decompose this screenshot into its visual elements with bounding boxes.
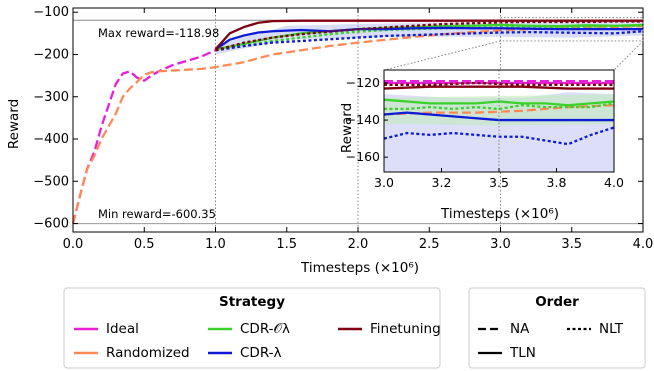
order-legend-box bbox=[468, 287, 646, 369]
main-axes: −100 −200 −300 −400 −500 −600 0.0 0.5 1.0 1.5 2.0 2… bbox=[33, 5, 653, 252]
series-line bbox=[215, 30, 644, 52]
y-tick-label: −300 bbox=[33, 90, 69, 105]
legend-label: CDR-𝒪λ bbox=[240, 321, 290, 337]
inset-series-line bbox=[383, 85, 614, 90]
x-tick-label: 2.5 bbox=[419, 237, 440, 252]
inset-x-axis-label: Timesteps (×10⁶) bbox=[440, 206, 559, 222]
connector-line bbox=[613, 40, 644, 71]
series-line bbox=[71, 49, 216, 224]
legend-label: TLN bbox=[509, 345, 536, 361]
y-tick-label: −400 bbox=[33, 132, 69, 147]
inset-y-tick-label: −140 bbox=[346, 112, 380, 127]
y-tick-label: −200 bbox=[33, 47, 69, 62]
x-tick-label: 0.0 bbox=[63, 237, 84, 252]
strategy-legend-title: Strategy bbox=[219, 294, 285, 310]
min-reward-annotation: Min reward=-600.35 bbox=[98, 207, 216, 221]
strategy-legend-box bbox=[63, 287, 441, 369]
y-tick-label: −600 bbox=[33, 217, 69, 232]
y-tick-label: −500 bbox=[33, 174, 69, 189]
y-axis-label: Reward bbox=[6, 99, 22, 149]
legend-label: NLT bbox=[599, 321, 624, 337]
y-tick-label: −100 bbox=[33, 5, 69, 20]
x-tick-label: 1.5 bbox=[276, 237, 297, 252]
inset-x-tick-label: 3.8 bbox=[547, 175, 567, 190]
inset-y-tick-label: −120 bbox=[346, 75, 380, 90]
inset-x-tick-label: 4.0 bbox=[604, 175, 624, 190]
order-legend-title: Order bbox=[535, 294, 579, 310]
inset-x-tick-label: 3.2 bbox=[432, 175, 452, 190]
x-tick-label: 0.5 bbox=[134, 237, 155, 252]
x-tick-label: 3.5 bbox=[561, 237, 582, 252]
x-tick-label: 1.0 bbox=[205, 237, 226, 252]
strategy-legend: Strategy Ideal Randomized CDR-𝒪λ CDR-λ Finetu… bbox=[63, 287, 441, 369]
series-line bbox=[214, 19, 643, 51]
series-lines bbox=[71, 19, 644, 224]
series-line bbox=[215, 20, 643, 52]
inset-y-tick-label: −160 bbox=[346, 149, 380, 164]
inset-zoom: 3.0 3.2 3.5 3.8 4.0 −120 −140 −160 bbox=[346, 69, 624, 190]
inset-y-axis-label: Reward bbox=[339, 103, 355, 153]
series-line bbox=[71, 25, 644, 224]
legend-label: Finetuning bbox=[370, 321, 441, 337]
series-line bbox=[214, 26, 643, 51]
legend-label: CDR-λ bbox=[240, 345, 282, 361]
x-tick-label: 4.0 bbox=[633, 237, 654, 252]
legends: Strategy Ideal Randomized CDR-𝒪λ CDR-λ Finetu… bbox=[63, 287, 646, 369]
inset-x-tick-label: 3.5 bbox=[489, 175, 509, 190]
max-reward-annotation: Max reward=-118.98 bbox=[98, 26, 219, 40]
x-tick-label: 2.0 bbox=[348, 237, 369, 252]
connector-line bbox=[383, 40, 501, 71]
legend-label: Randomized bbox=[106, 345, 190, 361]
x-axis-label: Timesteps (×10⁶) bbox=[300, 260, 419, 276]
zoom-region bbox=[500, 17, 644, 42]
inset-connector-lines bbox=[383, 17, 644, 71]
legend-label: Ideal bbox=[106, 321, 139, 337]
legend-label: NA bbox=[510, 321, 530, 337]
order-legend: Order NA NLT TLN bbox=[468, 287, 646, 369]
inset-x-tick-label: 3.0 bbox=[374, 175, 394, 190]
x-tick-label: 3.0 bbox=[490, 237, 511, 252]
